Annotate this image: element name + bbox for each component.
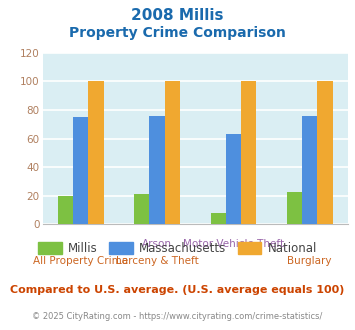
Bar [226,134,241,224]
Text: Burglary: Burglary [288,256,332,266]
Text: Larceny & Theft: Larceny & Theft [116,256,198,266]
Text: Property Crime Comparison: Property Crime Comparison [69,26,286,40]
Bar [134,194,149,224]
Text: 2008 Millis: 2008 Millis [131,8,224,23]
Bar [73,117,88,224]
Bar [241,82,256,224]
Text: Compared to U.S. average. (U.S. average equals 100): Compared to U.S. average. (U.S. average … [10,285,345,295]
Text: Arson: Arson [142,239,172,249]
Bar [317,82,333,224]
Bar [149,116,165,224]
Bar [287,191,302,224]
Text: All Property Crime: All Property Crime [33,256,128,266]
Bar [88,82,104,224]
Legend: Millis, Massachusetts, National: Millis, Massachusetts, National [33,237,322,260]
Bar [58,196,73,224]
Bar [165,82,180,224]
Bar [211,213,226,224]
Text: Motor Vehicle Theft: Motor Vehicle Theft [183,239,284,249]
Text: © 2025 CityRating.com - https://www.cityrating.com/crime-statistics/: © 2025 CityRating.com - https://www.city… [32,312,323,321]
Bar [302,116,317,224]
